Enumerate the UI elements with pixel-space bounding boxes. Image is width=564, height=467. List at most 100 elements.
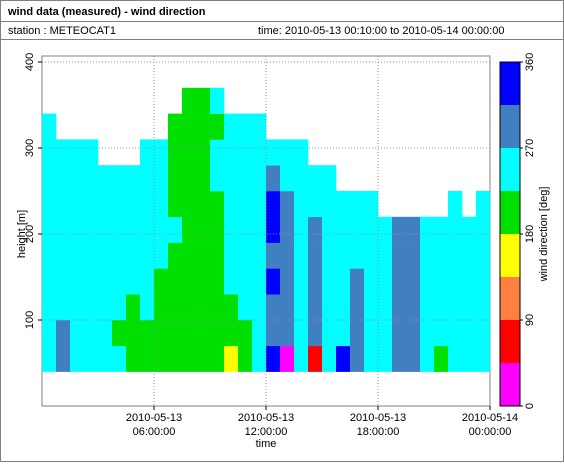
colorbar-tick-label: 90 — [524, 314, 536, 326]
cell — [224, 268, 239, 295]
cell — [196, 345, 211, 372]
cell — [378, 268, 393, 295]
cell — [84, 216, 99, 243]
y-tick-label: 100 — [24, 311, 36, 329]
cell — [266, 165, 281, 192]
cell — [168, 191, 183, 218]
cell — [154, 191, 169, 218]
cell — [154, 165, 169, 192]
cell — [196, 216, 211, 243]
cell — [266, 345, 281, 372]
cell — [350, 216, 365, 243]
cell — [70, 216, 85, 243]
cell — [350, 294, 365, 321]
cell — [280, 268, 295, 295]
cell — [420, 242, 435, 269]
cell — [308, 242, 323, 269]
cell — [168, 139, 183, 166]
cell — [154, 320, 169, 347]
cell — [364, 294, 379, 321]
cell — [378, 320, 393, 347]
colorbar-tick-label: 0 — [524, 403, 536, 409]
cell — [196, 294, 211, 321]
cell — [266, 191, 281, 218]
cell — [336, 242, 351, 269]
x-tick-label-line: 00:00:00 — [469, 426, 512, 438]
cell — [210, 320, 225, 347]
cell — [364, 268, 379, 295]
cell — [98, 165, 113, 192]
cell — [224, 139, 239, 166]
cell — [70, 165, 85, 192]
cell — [406, 216, 421, 243]
cell — [196, 268, 211, 295]
cell — [98, 191, 113, 218]
cell — [210, 113, 225, 140]
cell — [126, 294, 141, 321]
cell — [140, 139, 155, 166]
cell — [168, 268, 183, 295]
cell — [364, 345, 379, 372]
cell — [196, 87, 211, 114]
colorbar-segment — [500, 320, 520, 363]
y-tick-label: 400 — [24, 53, 36, 71]
cell — [84, 320, 99, 347]
cell — [364, 191, 379, 218]
cell — [462, 294, 477, 321]
x-tick-label: 2010-05-13 18:00:00 — [350, 412, 406, 438]
cell — [210, 242, 225, 269]
cell — [308, 165, 323, 192]
x-tick-label-line: 2010-05-13 — [238, 412, 294, 424]
cell — [224, 113, 239, 140]
cell — [266, 294, 281, 321]
cell — [462, 345, 477, 372]
cell — [42, 191, 57, 218]
cell — [238, 294, 253, 321]
cell — [378, 294, 393, 321]
cell — [210, 165, 225, 192]
cell — [392, 294, 407, 321]
cell — [112, 165, 127, 192]
colorbar-segment — [500, 277, 520, 320]
cell — [448, 268, 463, 295]
cell — [196, 139, 211, 166]
cell — [238, 139, 253, 166]
colorbar-tick-label: 270 — [524, 139, 536, 157]
colorbar-segment — [500, 105, 520, 148]
cell — [336, 216, 351, 243]
cell — [392, 216, 407, 243]
cell — [42, 216, 57, 243]
cell — [112, 268, 127, 295]
cell — [98, 242, 113, 269]
cell — [476, 345, 491, 372]
cell — [350, 345, 365, 372]
y-tick-label: 200 — [24, 225, 36, 243]
cell — [182, 87, 197, 114]
cell — [406, 320, 421, 347]
cell — [84, 139, 99, 166]
cell — [238, 268, 253, 295]
cell — [322, 191, 337, 218]
colorbar-segment — [500, 148, 520, 191]
cell — [98, 294, 113, 321]
cell — [112, 191, 127, 218]
cell — [112, 242, 127, 269]
cell — [280, 191, 295, 218]
cell — [126, 165, 141, 192]
cell — [112, 294, 127, 321]
cell — [476, 216, 491, 243]
colorbar-label: wind direction [deg] — [538, 187, 550, 283]
cell — [308, 294, 323, 321]
cell — [70, 345, 85, 372]
cell — [252, 191, 267, 218]
cell — [476, 320, 491, 347]
cell — [98, 320, 113, 347]
cell — [322, 216, 337, 243]
cell — [196, 113, 211, 140]
cell — [364, 320, 379, 347]
cell — [462, 320, 477, 347]
cell — [140, 294, 155, 321]
cell — [224, 294, 239, 321]
cell — [42, 294, 57, 321]
